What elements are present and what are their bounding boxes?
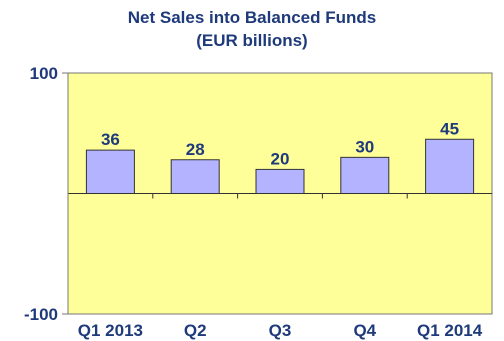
y-tick-label: -100: [24, 305, 58, 324]
bar-q2: [170, 159, 220, 194]
x-category-label: Q2: [184, 321, 207, 340]
x-category-label: Q3: [269, 321, 292, 340]
bar-value-label: 28: [186, 140, 205, 159]
bar-value-label: 36: [101, 130, 120, 149]
x-category-label: Q1 2013: [78, 321, 143, 340]
bar-q4: [340, 156, 390, 195]
bar-value-label: 30: [355, 137, 374, 156]
y-tick-label: 100: [30, 64, 58, 83]
x-category-label: Q4: [353, 321, 376, 340]
chart-title-line-1: Net Sales into Balanced Funds: [127, 8, 377, 27]
bar-value-label: 45: [440, 119, 459, 138]
bar-value-label: 20: [271, 149, 290, 168]
x-category-label: Q1 2014: [417, 321, 483, 340]
bar-q1-2013: [85, 149, 135, 194]
chart-title-line-2: (EUR billions): [196, 31, 308, 50]
bar-q3: [255, 168, 305, 194]
bar-q1-2014: [425, 138, 475, 194]
